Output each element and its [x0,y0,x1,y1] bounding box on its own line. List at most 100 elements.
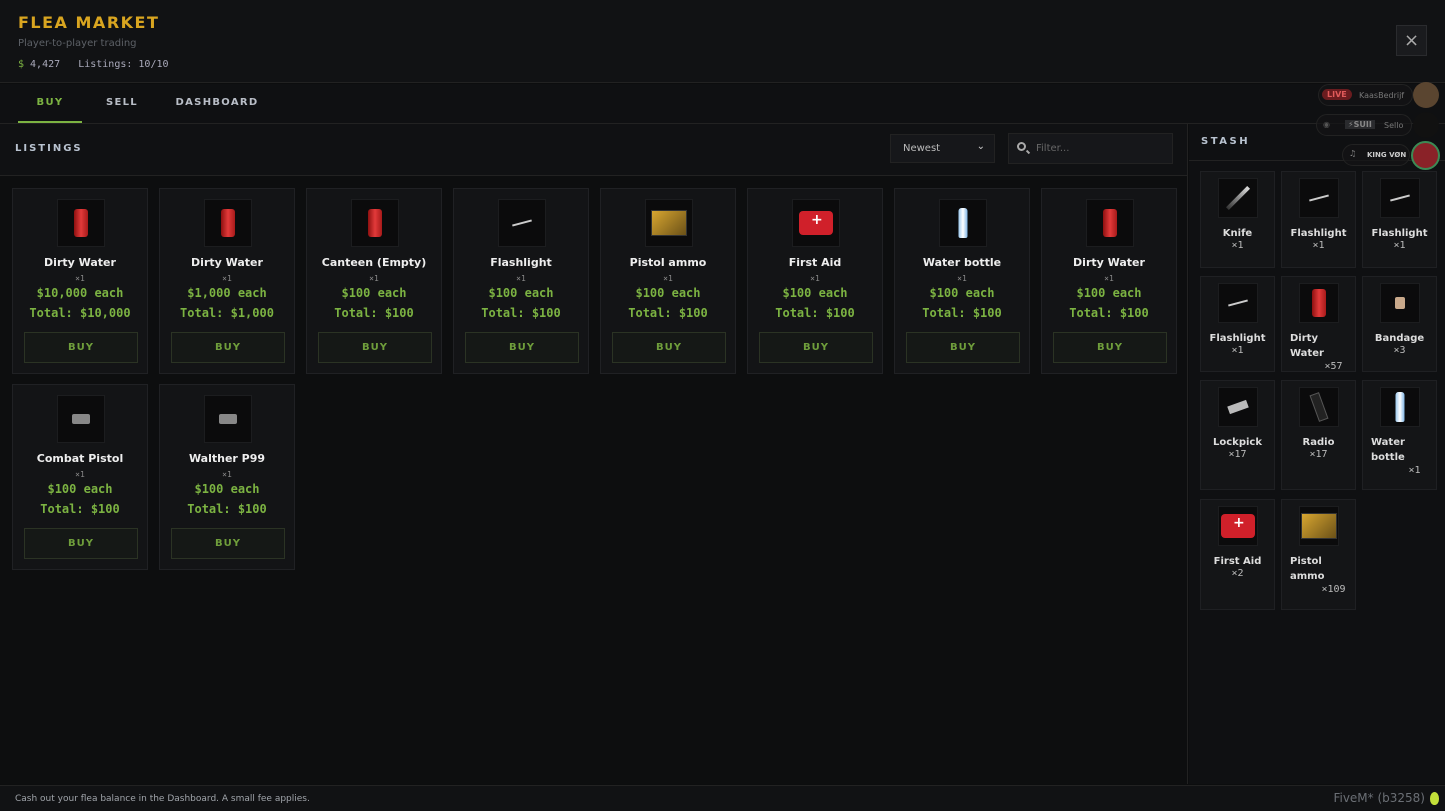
buy-button[interactable]: BUY [24,528,138,559]
buy-button[interactable]: BUY [24,332,138,363]
listing-card: Pistol ammo ×1 $100 each Total: $100 BUY [600,188,736,374]
buy-button[interactable]: BUY [171,332,285,363]
divider [1189,160,1445,161]
sort-select[interactable]: Newest ⌄ [890,134,995,163]
currency-icon: $ [18,59,25,70]
item-name: Combat Pistol [36,452,124,465]
listings-count: Listings: 10/10 [78,59,169,70]
stash-item[interactable]: First Aid ×2 [1200,499,1275,610]
item-thumbnail [1299,178,1339,218]
buy-button[interactable]: BUY [318,332,432,363]
search-icon [1017,142,1026,151]
can-icon [221,209,235,237]
close-button[interactable]: × [1396,25,1427,56]
band-icon [1395,297,1405,309]
item-name: First Aid [788,256,842,269]
tab-buy[interactable]: BUY [18,84,82,123]
buy-button[interactable]: BUY [465,332,579,363]
avatar [1413,112,1439,138]
item-price: $100 each [929,286,995,300]
avatar [1411,141,1440,170]
item-qty: ×1 [1312,240,1325,251]
stash-item[interactable]: Knife ×1 [1200,171,1275,268]
item-price: $100 each [488,286,554,300]
stream-row[interactable]: ◉ ⚡SUII Sello [1316,114,1412,136]
stash-item[interactable]: Flashlight ×1 [1200,276,1275,372]
item-name: Flashlight [490,256,552,269]
item-qty: ×17 [1309,449,1328,460]
bottle-icon [1395,392,1405,422]
stash-item[interactable]: Bandage ×3 [1362,276,1437,372]
stash-item[interactable]: Water bottle ×1 [1362,380,1437,490]
item-price: $100 each [341,286,407,300]
tab-bar: BUY SELL DASHBOARD [0,84,1445,124]
item-price: $1,000 each [187,286,267,300]
item-total: Total: $100 [775,306,855,320]
item-qty: ×1 [1231,240,1244,251]
stash-item[interactable]: Dirty Water ×57 [1281,276,1356,372]
can-icon [74,209,88,237]
page-title: FLEA MARKET [18,13,160,32]
item-price: $10,000 each [36,286,124,300]
item-price: $100 each [1076,286,1142,300]
listings-heading: LISTINGS [15,143,83,154]
flash-icon [1390,194,1410,202]
item-thumbnail [498,199,546,247]
item-thumbnail [351,199,399,247]
listing-card: Flashlight ×1 $100 each Total: $100 BUY [453,188,589,374]
stream-row[interactable]: LIVE KaasBedrijf [1318,84,1413,106]
lock-icon [1227,399,1249,415]
stash-item[interactable]: Pistol ammo ×109 [1281,499,1356,610]
listing-card: Canteen (Empty) ×1 $100 each Total: $100… [306,188,442,374]
item-name: Dirty Water [191,256,263,269]
balance-stats: $4,427 Listings: 10/10 [18,59,169,70]
stash-item[interactable]: Flashlight ×1 [1281,171,1356,268]
stash-item[interactable]: Flashlight ×1 [1362,171,1437,268]
ammo-icon [1301,513,1337,539]
pistol-icon [72,414,90,424]
buy-button[interactable]: BUY [612,332,726,363]
item-thumbnail [57,395,105,443]
item-name: First Aid [1213,556,1262,567]
tab-sell[interactable]: SELL [106,97,138,108]
can-icon [1103,209,1117,237]
item-qty: ×57 [1324,361,1343,372]
listing-card: Walther P99 ×1 $100 each Total: $100 BUY [159,384,295,570]
eye-icon: ◉ [1323,120,1330,129]
item-qty: ×1 [1393,240,1406,251]
can-icon [368,209,382,237]
live-badge: LIVE [1322,89,1352,100]
stash-panel: STASH Knife ×1 Flashlight ×1 Flashlight … [1189,124,1445,784]
stash-item[interactable]: Radio ×17 [1281,380,1356,490]
stash-item[interactable]: Lockpick ×17 [1200,380,1275,490]
item-qty: ×1 [1231,345,1244,356]
item-price: $100 each [47,482,113,496]
item-thumbnail [1380,283,1420,323]
stream-row[interactable]: ♫ KING VØN [1342,144,1410,166]
item-total: Total: $100 [187,502,267,516]
item-thumbnail [939,199,987,247]
item-name: Pistol ammo [1290,556,1325,582]
tab-dashboard[interactable]: DASHBOARD [175,97,259,108]
stash-heading: STASH [1201,136,1251,147]
buy-button[interactable]: BUY [759,332,873,363]
buy-button[interactable]: BUY [171,528,285,559]
item-thumbnail [1380,178,1420,218]
buy-button[interactable]: BUY [1053,332,1167,363]
item-thumbnail [1299,387,1339,427]
can-icon [1312,289,1326,317]
aid-icon [1221,514,1255,538]
item-thumbnail [57,199,105,247]
fivem-logo-icon [1430,792,1439,805]
item-thumbnail [204,199,252,247]
headset-icon: ♫ [1349,149,1357,158]
chevron-down-icon: ⌄ [976,141,985,152]
listings-panel: LISTINGS Newest ⌄ Filter... Dirty Water ×… [0,124,1188,784]
item-thumbnail [645,199,693,247]
item-qty: ×1 [1104,274,1114,283]
item-thumbnail [1218,283,1258,323]
item-qty: ×1 [1408,465,1421,476]
item-total: Total: $100 [1069,306,1149,320]
filter-input[interactable]: Filter... [1008,133,1173,164]
buy-button[interactable]: BUY [906,332,1020,363]
